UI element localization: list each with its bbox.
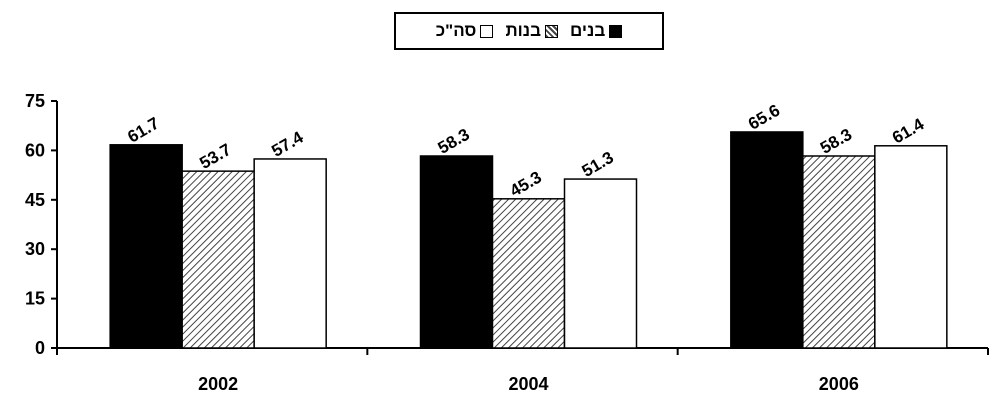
legend-label-total: סה"כ [435, 21, 477, 40]
bar [419, 155, 494, 349]
data-label: 65.6 [745, 101, 783, 134]
y-tick-label: 45 [25, 190, 45, 210]
legend-label-girls: בנות [505, 21, 541, 40]
data-label: 61.7 [124, 114, 162, 147]
y-tick-label: 60 [25, 140, 45, 160]
data-label: 58.3 [817, 125, 855, 158]
bar [802, 155, 876, 349]
x-tick-label: 2006 [819, 374, 859, 394]
legend-item-girls: בנות [505, 21, 558, 41]
x-tick-label: 2004 [508, 374, 548, 394]
data-label: 58.3 [435, 125, 473, 158]
bars [109, 131, 948, 349]
bar [253, 158, 327, 349]
y-tick-label: 75 [25, 91, 45, 111]
data-label: 45.3 [507, 168, 545, 201]
bar [181, 170, 255, 349]
data-label: 61.4 [889, 114, 928, 147]
bar [874, 145, 948, 349]
data-label: 57.4 [268, 127, 307, 160]
legend-item-total: סה"כ [436, 21, 494, 41]
data-label: 53.7 [196, 140, 234, 173]
legend-label-boys: בנים [569, 21, 606, 40]
data-label: 51.3 [579, 148, 617, 181]
legend-swatch-girls [544, 24, 558, 38]
bar [491, 198, 566, 349]
legend-swatch-boys [609, 24, 623, 38]
y-tick-label: 0 [35, 338, 45, 358]
legend-item-boys: בנים [569, 21, 623, 41]
x-tick-label: 2002 [198, 374, 238, 394]
legend-swatch-total [480, 24, 494, 38]
y-tick-label: 15 [25, 289, 45, 309]
legend: בנים בנות סה"כ [394, 12, 664, 50]
y-tick-label: 30 [25, 239, 45, 259]
bar [730, 131, 804, 349]
bar [109, 144, 183, 349]
bar [563, 178, 638, 349]
